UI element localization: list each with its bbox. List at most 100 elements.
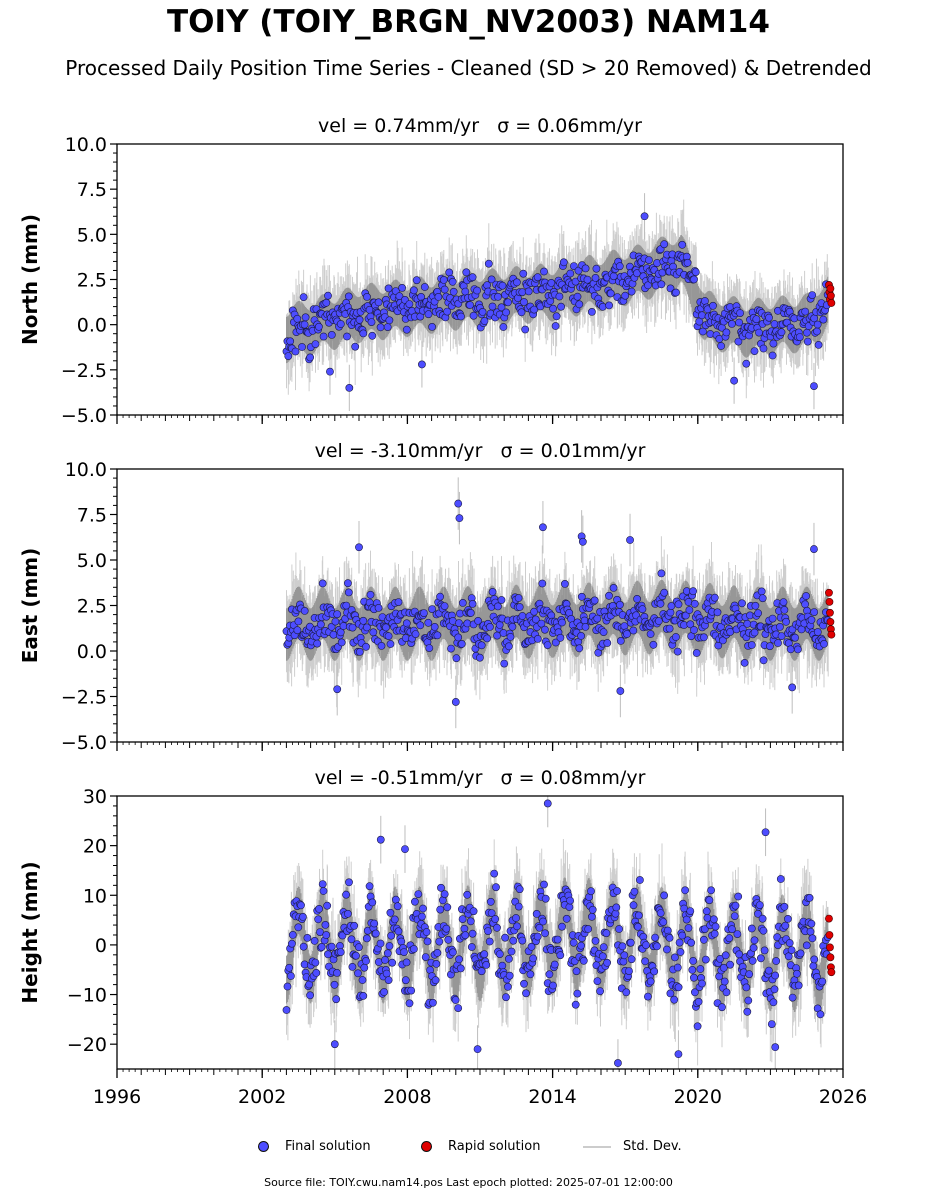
final-point xyxy=(549,981,557,990)
final-point xyxy=(492,883,500,892)
final-point xyxy=(636,876,644,884)
final-point xyxy=(670,995,679,1004)
final-point xyxy=(327,330,336,339)
final-point xyxy=(324,291,332,300)
final-point xyxy=(382,623,390,632)
final-point xyxy=(445,268,454,277)
final-point xyxy=(474,617,482,625)
final-point xyxy=(605,591,613,600)
final-point xyxy=(412,276,421,285)
final-point xyxy=(590,596,599,605)
y-tick-label: 0 xyxy=(95,935,107,957)
rapid-point xyxy=(827,630,836,639)
final-point xyxy=(555,292,564,301)
final-point xyxy=(621,291,630,300)
final-point xyxy=(615,925,623,933)
x-tick-label: 2002 xyxy=(238,1086,286,1108)
final-point xyxy=(466,917,475,926)
final-point xyxy=(348,623,357,632)
final-point xyxy=(615,262,624,271)
final-point xyxy=(629,901,638,910)
final-point xyxy=(726,960,734,969)
y-axis-label-2: East (mm) xyxy=(18,548,42,664)
final-point xyxy=(350,921,359,930)
final-point xyxy=(616,687,625,695)
final-point xyxy=(588,912,596,921)
final-point xyxy=(742,359,751,368)
final-point xyxy=(678,240,687,249)
x-tick-label: 2020 xyxy=(674,1086,722,1108)
final-point xyxy=(306,991,314,1000)
y-tick-label: 10 xyxy=(83,885,107,907)
final-point xyxy=(573,989,582,998)
final-point xyxy=(776,875,785,883)
final-point xyxy=(424,618,433,627)
rapid-point xyxy=(827,968,836,977)
final-point xyxy=(678,931,687,940)
final-point xyxy=(598,952,607,961)
final-point xyxy=(691,988,699,997)
final-point xyxy=(355,315,364,324)
final-point xyxy=(698,979,706,988)
final-point xyxy=(285,963,294,972)
final-point xyxy=(390,915,399,924)
final-point xyxy=(336,948,345,956)
final-point xyxy=(531,615,540,624)
final-point xyxy=(794,645,802,654)
final-point xyxy=(575,300,584,309)
final-point xyxy=(809,962,818,970)
final-point xyxy=(299,942,308,951)
final-point xyxy=(502,993,510,1002)
final-point xyxy=(402,958,411,967)
final-point xyxy=(757,587,766,596)
final-point xyxy=(574,266,583,275)
final-point xyxy=(401,845,409,854)
final-point xyxy=(485,623,494,631)
final-point xyxy=(810,382,818,390)
final-point xyxy=(488,588,497,596)
final-point xyxy=(458,599,467,607)
final-point xyxy=(665,624,674,633)
final-point xyxy=(500,659,509,668)
final-point xyxy=(451,698,460,706)
y-tick-label: 7.5 xyxy=(77,505,107,527)
final-point xyxy=(317,943,326,951)
final-point xyxy=(344,292,353,301)
final-point xyxy=(419,904,427,913)
final-point xyxy=(483,634,491,643)
final-point xyxy=(318,579,327,588)
final-point xyxy=(553,935,562,944)
final-point xyxy=(803,337,812,346)
final-point xyxy=(649,640,658,649)
final-point xyxy=(343,332,351,341)
final-point xyxy=(773,933,782,942)
final-point xyxy=(705,896,714,905)
final-point xyxy=(728,319,736,328)
plot-area-2 xyxy=(282,477,836,729)
final-point xyxy=(313,639,322,648)
y-tick-label: 10.0 xyxy=(65,459,107,481)
final-point xyxy=(469,907,478,916)
final-point xyxy=(813,327,821,336)
final-point xyxy=(742,983,751,992)
final-point xyxy=(485,937,494,946)
final-point xyxy=(434,292,443,301)
final-point xyxy=(437,883,445,892)
final-point xyxy=(540,880,548,889)
final-point xyxy=(411,630,420,638)
final-point xyxy=(298,913,307,921)
final-point xyxy=(711,922,720,931)
final-point xyxy=(362,623,371,632)
final-point xyxy=(782,617,790,626)
y-tick-label: 0.0 xyxy=(77,315,107,337)
final-point xyxy=(768,351,777,360)
final-point xyxy=(719,963,728,972)
final-point xyxy=(573,292,582,301)
final-point xyxy=(380,988,388,996)
time-series-plot: −5.0 −2.5 0.0 2.5 5.0 7.5 10.0 vel = 0.74mm/yr … xyxy=(18,115,867,1108)
final-point xyxy=(541,929,549,938)
final-point xyxy=(722,988,731,997)
final-point xyxy=(400,948,408,956)
legend: Final solution Rapid solution Std. Dev. xyxy=(0,1136,937,1158)
final-point xyxy=(468,600,477,608)
